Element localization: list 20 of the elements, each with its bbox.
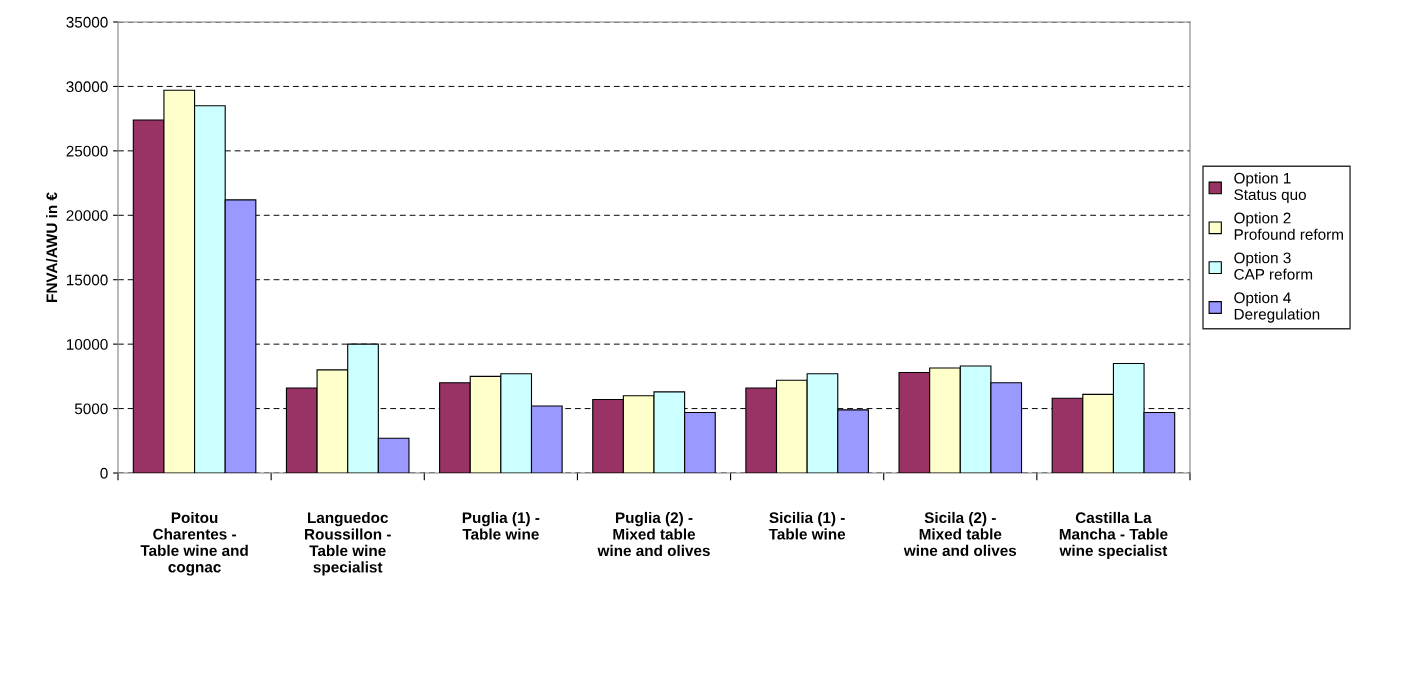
- x-tick-label: Sicila (2) - Mixed table wine and olives: [903, 511, 1017, 557]
- y-tick-label: 20000: [66, 210, 108, 221]
- x-tick-label: Languedoc Roussillon - Table wine specialist: [305, 511, 391, 576]
- y-tick-label: 30000: [66, 81, 108, 93]
- y-axis-title: FNVA/AWU in €: [46, 192, 58, 302]
- legend-label: Option 4 Deregulation: [1234, 291, 1320, 323]
- legend-label: Option 2 Profound reform: [1234, 212, 1343, 240]
- y-tick-label: 10000: [66, 339, 108, 350]
- x-tick-label: Castilla La Mancha - Table wine specialist: [1059, 511, 1168, 560]
- y-tick-label: 25000: [66, 145, 108, 157]
- y-tick-label: 35000: [66, 16, 108, 28]
- x-tick-label: Puglia (1) - Table wine: [462, 511, 540, 540]
- y-tick-label: 0: [100, 467, 108, 479]
- y-tick-label: 15000: [66, 274, 108, 286]
- y-tick-label: 5000: [74, 403, 108, 415]
- x-tick-label: Sicilia (1) - Table wine: [768, 511, 846, 540]
- legend-label: Option 1 Status quo: [1234, 172, 1306, 204]
- x-tick-label: Puglia (2) - Mixed table wine and olives: [597, 511, 710, 557]
- legend-label: Option 3 CAP reform: [1234, 252, 1313, 280]
- x-tick-label: Poitou Charentes - Table wine and cognac: [140, 511, 248, 576]
